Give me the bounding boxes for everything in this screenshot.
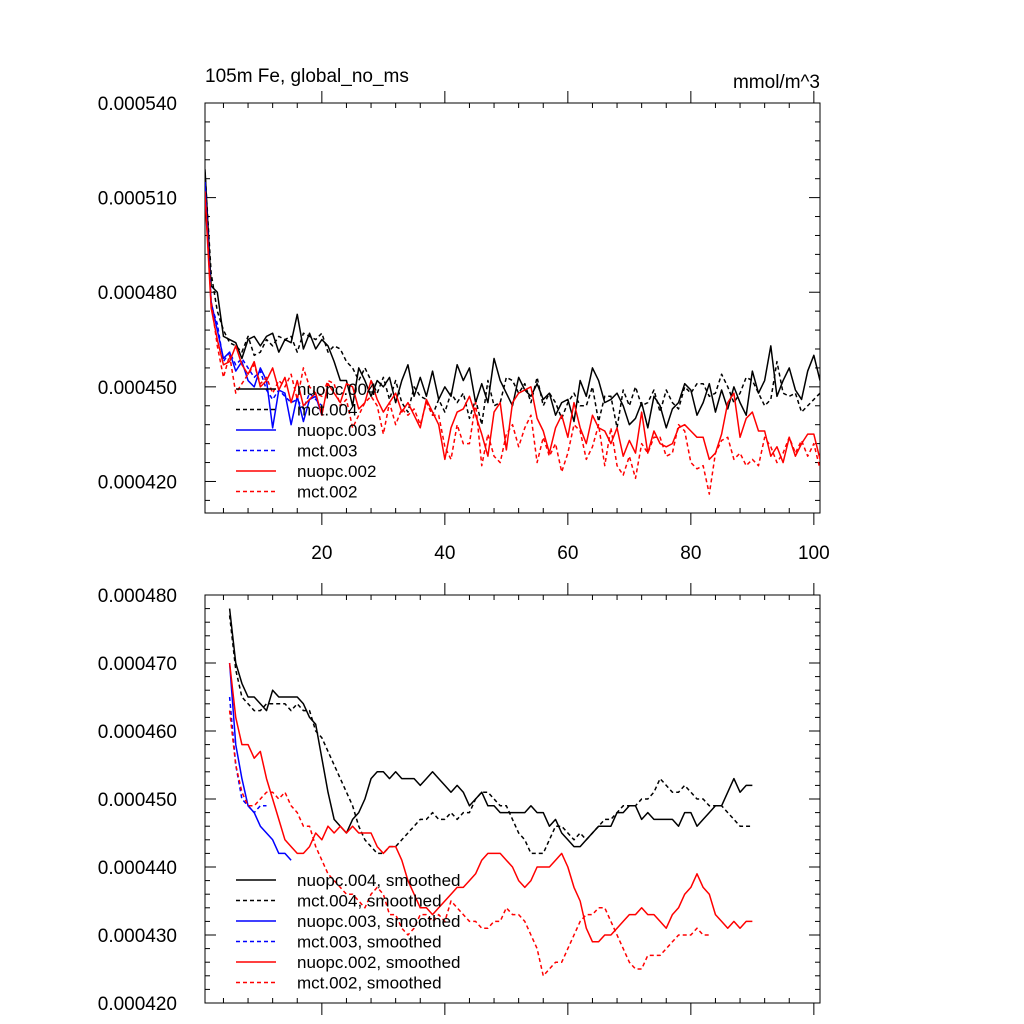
series-line-mct-004-smoothed [228,615,753,855]
legend-label: nuopc.002, smoothed [297,953,461,972]
y-tick-label: 0.000480 [98,283,177,304]
y-tick-label: 0.000450 [98,790,177,811]
x-tick-label: 60 [557,543,578,564]
plot-frame [204,102,821,514]
chart-bottom-panel: 0.000420 0.000430 0.000440 0.000450 0.000460… [98,583,821,1015]
y-tick-label: 0.000510 [98,189,177,210]
legend-label: mct.004 [297,401,357,420]
series-line-nuopc-002-smoothed [228,662,753,943]
y-tick-label: 0.000450 [98,378,177,399]
y-tick-label: 0.000470 [98,654,177,675]
legend-label: mct.003 [297,442,357,461]
y-tick-label: 0.000480 [98,586,177,607]
y-tick-label: 0.000460 [98,722,177,743]
series-line-mct-002-smoothed [228,710,710,977]
x-tick-label: 40 [434,543,455,564]
y-tick-label: 0.000440 [98,858,177,879]
legend-label: nuopc.003 [297,421,376,440]
series-line-nuopc-002 [205,194,820,464]
chart-top-panel: 20 40 60 80 100 0.000420 0.000450 0.000480 0.000… [98,66,830,564]
x-tick-label: 20 [311,543,332,564]
legend-label: mct.004, smoothed [297,892,442,911]
series-line-nuopc-004-smoothed [228,608,753,848]
legend-label: nuopc.004, smoothed [297,871,461,890]
y-tick-label: 0.000430 [98,926,177,947]
series-line-nuopc-003-smoothed [228,662,292,861]
legend-label: mct.002 [297,483,357,502]
legend-label: nuopc.003, smoothed [297,912,461,931]
series-line-mct-002 [205,191,820,495]
y-tick-label: 0.000420 [98,472,177,493]
series-line-nuopc-003 [205,184,323,429]
series-line-mct-003 [205,181,323,410]
y-tick-label: 0.000540 [98,94,177,115]
chart-title: 105m Fe, global_no_ms [205,66,409,87]
legend-label: mct.002, smoothed [297,974,442,993]
series-line-mct-004 [205,172,820,429]
legend-label: mct.003, smoothed [297,933,442,952]
x-tick-label: 80 [680,543,701,564]
chart-units: mmol/m^3 [733,72,820,93]
x-tick-label: 100 [798,543,830,564]
legend-label: nuopc.004 [297,380,376,399]
legend-label: nuopc.002 [297,462,376,481]
y-tick-label: 0.000420 [98,994,177,1015]
